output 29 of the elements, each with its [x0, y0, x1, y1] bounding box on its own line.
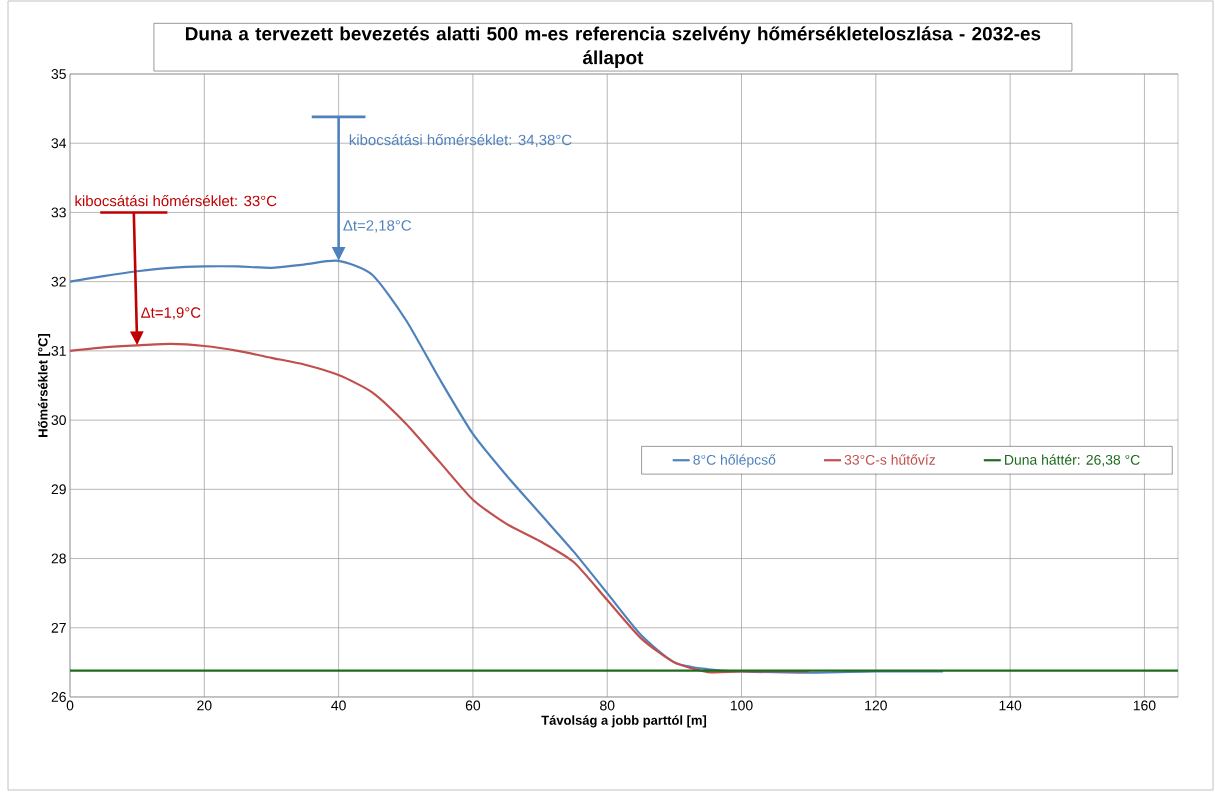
annotation: Δt=1,9°C	[141, 307, 201, 320]
y-tick-label: 30	[51, 415, 66, 426]
y-tick-label: 34	[51, 138, 67, 149]
y-tick-label: 28	[51, 553, 66, 564]
x-tick-label: 140	[999, 700, 1022, 711]
y-axis-title: Hőmérséklet [°C]	[37, 333, 51, 437]
y-tick-label: 31	[51, 345, 66, 356]
series-label: kibocsátási hőmérséklet: 33°C	[75, 195, 277, 207]
y-tick-label: 33	[51, 207, 66, 218]
y-tick-label: 32	[51, 276, 66, 287]
x-tick-label: 160	[1133, 700, 1156, 711]
legend-label: 33°C-s hűtővíz	[844, 454, 935, 465]
y-tick-label: 29	[51, 484, 66, 495]
x-axis-title: Távolság a jobb parttól [m]	[541, 715, 707, 728]
x-tick-label: 120	[865, 700, 887, 711]
x-tick-label: 20	[197, 700, 212, 711]
y-tick-label: 27	[51, 622, 66, 633]
x-tick-label: 40	[331, 700, 346, 711]
chart-title: Duna a tervezett bevezetés alatti 500 m-es referencia szelvény hőmérsékleteloszlása - 2032-es állapot	[185, 26, 1041, 69]
legend-label: Duna háttér: 26,38 °C	[1005, 454, 1140, 467]
legend-label: 8°C hőlépcső	[693, 454, 776, 468]
x-tick-label: 80	[600, 700, 615, 711]
y-tick-label: 35	[51, 69, 66, 79]
series-label: kibocsátási hőmérséklet: 34,38°C	[349, 134, 572, 148]
y-tick-label: 26	[51, 692, 66, 702]
x-tick-label: 0	[66, 700, 74, 711]
annotation: Δt=2,18°C	[343, 220, 412, 233]
x-tick-label: 100	[730, 700, 753, 711]
x-tick-label: 60	[465, 700, 481, 711]
